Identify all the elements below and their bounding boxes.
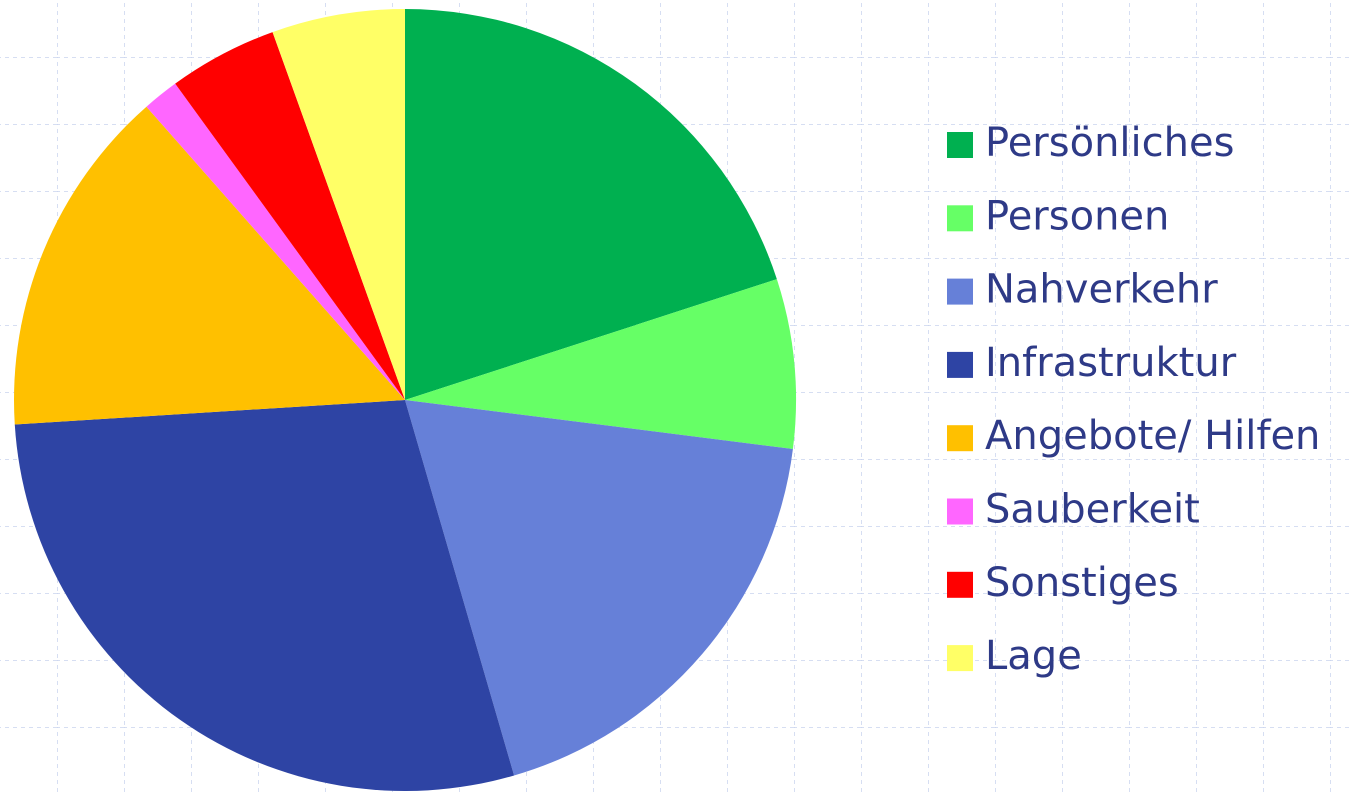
legend-swatch [947, 351, 973, 378]
pie-slice [146, 83, 405, 401]
legend-swatch [947, 132, 973, 158]
pie-slice [175, 32, 405, 400]
legend-label: Nahverkehr [985, 267, 1218, 313]
pie-slice [405, 9, 777, 400]
pie-slice [405, 400, 793, 776]
legend-swatch [947, 571, 973, 598]
legend-label: Angebote/ Hilfen [985, 413, 1320, 459]
legend-swatch [947, 205, 973, 232]
pie-slice [272, 9, 405, 400]
pie-slice [405, 279, 797, 450]
legend-swatch [947, 278, 973, 305]
legend-label: Persönliches [985, 120, 1234, 166]
pie [14, 9, 797, 791]
legend-label: Personen [985, 193, 1169, 239]
legend-swatch [947, 645, 973, 672]
legend-swatch [947, 425, 973, 452]
pie-slice [14, 400, 515, 791]
pie-slice [14, 106, 406, 425]
legend-swatch [947, 498, 973, 525]
legend-label: Sauberkeit [985, 487, 1200, 533]
legend-label: Infrastruktur [985, 340, 1237, 386]
legend-label: Lage [985, 633, 1082, 679]
legend: Persönliches Personen Nahverkehr Infrastruk… [947, 120, 1320, 679]
legend-label: Sonstiges [985, 560, 1179, 606]
